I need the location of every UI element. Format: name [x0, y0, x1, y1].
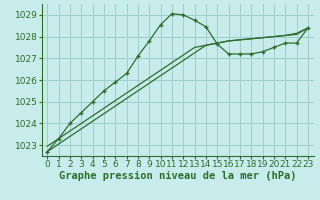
X-axis label: Graphe pression niveau de la mer (hPa): Graphe pression niveau de la mer (hPa) — [59, 171, 296, 181]
